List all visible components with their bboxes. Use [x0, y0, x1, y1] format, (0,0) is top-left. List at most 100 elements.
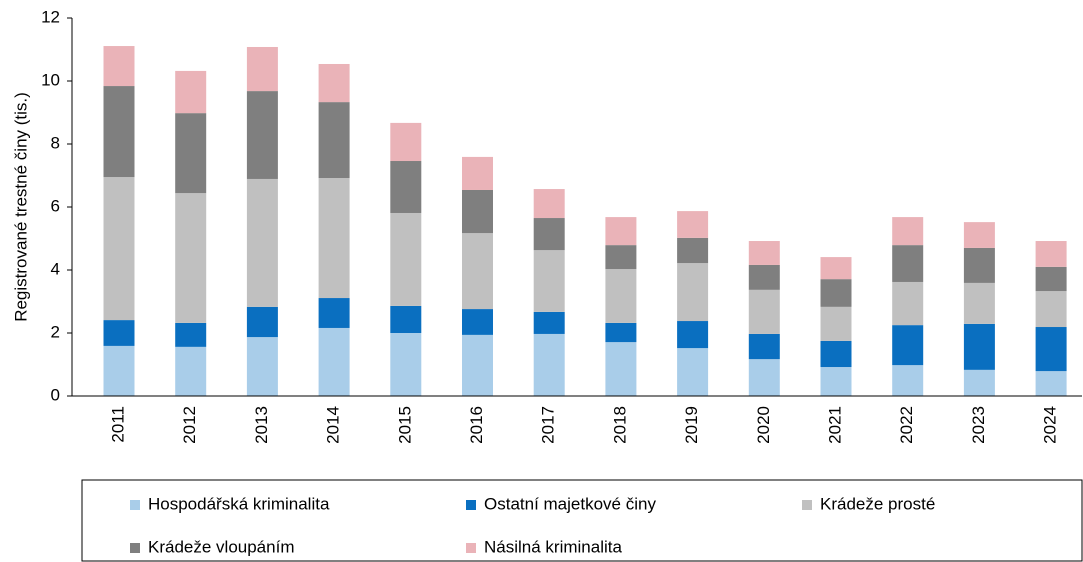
bar-segment: [318, 298, 350, 328]
y-axis-label: Registrované trestné činy (tis.): [11, 92, 30, 322]
bar-segment: [820, 340, 852, 368]
bar-segment: [318, 63, 350, 103]
bar-segment: [246, 46, 278, 92]
legend-label: Krádeže vloupáním: [148, 537, 294, 556]
bar-segment: [963, 222, 995, 248]
x-tick-label: 2014: [324, 406, 343, 444]
bar-segment: [605, 342, 637, 396]
bar-segment: [103, 345, 135, 396]
bar-segment: [820, 367, 852, 396]
bar-segment: [246, 306, 278, 338]
bar-segment: [963, 369, 995, 396]
bar-segment: [1035, 241, 1067, 267]
bar-segment: [820, 279, 852, 307]
bar-segment: [175, 113, 207, 194]
bar-segment: [390, 212, 422, 306]
y-tick-label: 4: [51, 259, 60, 278]
x-tick-label: 2011: [108, 406, 127, 443]
bar-segment: [103, 177, 135, 321]
legend-label: Krádeže prosté: [820, 494, 935, 513]
y-tick-label: 8: [51, 133, 60, 152]
bar-segment: [605, 269, 637, 323]
bar-segment: [677, 348, 709, 396]
bar-segment: [820, 306, 852, 341]
bar-segment: [892, 365, 924, 396]
bar-segment: [963, 323, 995, 370]
bar-segment: [605, 322, 637, 343]
bar-segment: [246, 337, 278, 396]
x-tick-label: 2020: [754, 406, 773, 444]
bar-segment: [175, 346, 207, 396]
bar-segment: [103, 86, 135, 178]
x-tick-label: 2022: [897, 406, 916, 444]
bar-segment: [462, 309, 493, 335]
bar-segment: [605, 217, 637, 246]
bar-segment: [533, 218, 565, 251]
bar-segment: [677, 321, 709, 349]
legend-swatch: [802, 500, 812, 510]
x-tick-label: 2013: [252, 406, 271, 444]
bar-segment: [892, 281, 924, 326]
legend-label: Násilná kriminalita: [484, 537, 622, 556]
bar-segment: [390, 333, 422, 396]
x-tick-label: 2023: [969, 406, 988, 444]
bar-segment: [963, 282, 995, 324]
bar-segment: [246, 91, 278, 179]
legend-swatch: [130, 543, 140, 553]
bar-segment: [462, 156, 493, 190]
bar-segment: [533, 311, 565, 334]
x-tick-label: 2019: [682, 406, 701, 444]
bar-segment: [462, 233, 493, 310]
bar-segment: [103, 46, 135, 87]
bar-segment: [103, 320, 135, 346]
bar-segment: [462, 334, 493, 396]
legend-label: Hospodářská kriminalita: [148, 494, 330, 513]
x-tick-label: 2015: [395, 406, 414, 444]
bar-segment: [677, 211, 709, 238]
bar-segment: [533, 333, 565, 396]
legend-label: Ostatní majetkové činy: [484, 494, 656, 513]
bar-segment: [748, 333, 780, 360]
legend-swatch: [466, 500, 476, 510]
x-tick-label: 2021: [825, 406, 844, 444]
y-tick-label: 2: [51, 322, 60, 341]
bar-segment: [318, 102, 350, 179]
bar-segment: [390, 305, 422, 333]
bar-segment: [246, 178, 278, 307]
bar-segment: [892, 325, 924, 366]
legend-box: [81, 479, 1083, 562]
y-tick-label: 6: [51, 196, 60, 215]
legend-swatch: [130, 500, 140, 510]
x-tick-label: 2016: [467, 406, 486, 444]
bar-segment: [748, 264, 780, 290]
bar-segment: [605, 245, 637, 270]
bar-segment: [318, 178, 350, 299]
bar-segment: [175, 70, 207, 114]
bar-segment: [1035, 327, 1067, 372]
bar-segment: [677, 237, 709, 264]
bar-segment: [533, 189, 565, 219]
bar-segment: [390, 161, 422, 213]
bar-segment: [820, 257, 852, 280]
bar-segment: [1035, 266, 1067, 292]
bar-segment: [175, 322, 207, 347]
y-tick-label: 0: [51, 385, 60, 404]
x-tick-label: 2018: [610, 406, 629, 444]
bar-segment: [1035, 371, 1067, 396]
bar-segment: [462, 189, 493, 234]
y-tick-label: 10: [41, 70, 60, 89]
bar-segment: [892, 217, 924, 246]
bar-segment: [748, 359, 780, 396]
x-tick-label: 2017: [539, 406, 558, 444]
y-tick-label: 12: [41, 7, 60, 26]
bar-segment: [1035, 291, 1067, 328]
bar-segment: [677, 263, 709, 322]
bar-segment: [533, 250, 565, 312]
bar-segment: [318, 327, 350, 396]
legend-swatch: [466, 543, 476, 553]
bar-segment: [892, 245, 924, 282]
bar-segment: [390, 122, 422, 162]
bar-segment: [175, 193, 207, 323]
bar-segment: [963, 247, 995, 283]
